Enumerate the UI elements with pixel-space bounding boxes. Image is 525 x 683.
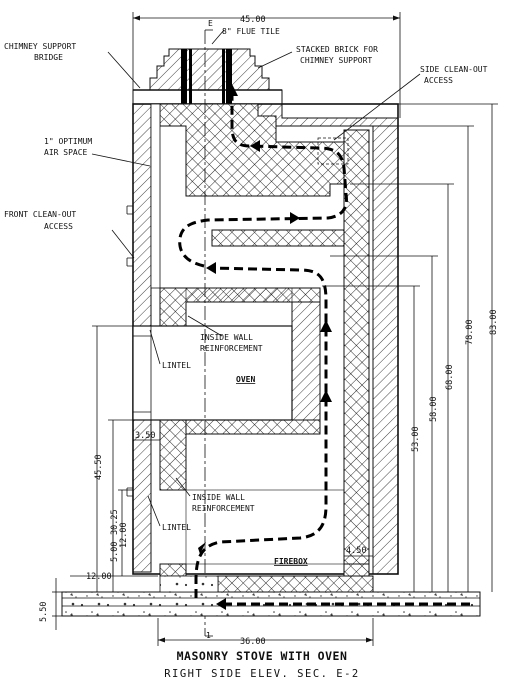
stacked-brick-chimney-support [132,48,283,105]
dim-h-30-25: 30.25 [110,509,120,535]
centerline-top-label: E [208,19,213,28]
air-space-label: 1" OPTIMUM AIR SPACE [44,137,92,157]
dim-w-4-50: 4.50 [346,546,366,556]
oven-chamber [132,325,293,421]
dim-w-12: 12.00 [86,572,112,582]
stacked-brick-label: STACKED BRICK FOR CHIMNEY SUPPORT [296,45,378,65]
gas-flow-path [178,84,470,610]
dim-h-78: 78.00 [465,319,475,345]
svg-text:BRIDGE: BRIDGE [34,53,63,62]
dim-h-53: 53.00 [411,426,421,452]
lintel-lower-label: LINTEL [162,523,191,532]
inside-wall-upper-label: INSIDE WALL REINFORCEMENT [200,333,263,353]
dim-h-68: 68.00 [445,364,455,390]
chimney-support-bridge-label: CHIMNEY SUPPORT BRIDGE [4,42,76,62]
dim-h-12: 12.00 [119,522,129,548]
dim-h-45-50: 45.50 [94,454,104,480]
leader-lines [91,29,421,527]
svg-text:FRONT CLEAN-OUT: FRONT CLEAN-OUT [4,210,76,219]
firebrick-core [150,103,374,593]
drawing-title: MASONRY STOVE WITH OVEN [177,649,348,663]
flue-tile-label: 8" FLUE TILE [222,27,280,36]
oven-label: OVEN [236,375,255,384]
dim-h-5: 5.00 [110,542,120,562]
dim-h-5-50: 5.50 [39,602,49,622]
dim-w-3-50: 3.50 [135,431,155,441]
svg-text:REINFORCEMENT: REINFORCEMENT [192,504,255,513]
centerline-bottom-label: 1 [206,631,211,640]
side-cleanout-label: SIDE CLEAN-OUT ACCESS [420,65,488,85]
firebox-chamber [185,489,345,565]
lintel-upper-label: LINTEL [162,361,191,370]
svg-text:SIDE CLEAN-OUT: SIDE CLEAN-OUT [420,65,488,74]
inside-wall-lower-label: INSIDE WALL REINFORCEMENT [192,493,255,513]
front-cleanout-label: FRONT CLEAN-OUT ACCESS [4,210,76,231]
side-cleanout-dashed [317,137,349,165]
svg-text:ACCESS: ACCESS [424,76,453,85]
svg-text:INSIDE WALL: INSIDE WALL [192,493,245,502]
dim-h-83: 83.00 [489,309,499,335]
svg-text:CHIMNEY SUPPORT: CHIMNEY SUPPORT [4,42,76,51]
flue-tile [181,49,232,104]
svg-text:CHIMNEY SUPPORT: CHIMNEY SUPPORT [300,56,372,65]
drawing-subtitle: RIGHT SIDE ELEV. SEC. E-2 [164,668,360,680]
svg-text:ACCESS: ACCESS [44,222,73,231]
dim-width-top: 45.00 [240,15,266,25]
dimension-lines [52,12,498,646]
centerline [204,29,213,637]
svg-text:REINFORCEMENT: REINFORCEMENT [200,344,263,353]
svg-text:INSIDE WALL: INSIDE WALL [200,333,253,342]
svg-text:AIR SPACE: AIR SPACE [44,148,88,157]
front-cleanout-marks [126,205,133,497]
svg-text:1" OPTIMUM: 1" OPTIMUM [44,137,92,146]
dim-width-bottom: 36.00 [240,637,266,647]
dim-h-58: 58.00 [429,396,439,422]
svg-text:STACKED BRICK FOR: STACKED BRICK FOR [296,45,378,54]
firebox-label: FIREBOX [274,557,308,566]
